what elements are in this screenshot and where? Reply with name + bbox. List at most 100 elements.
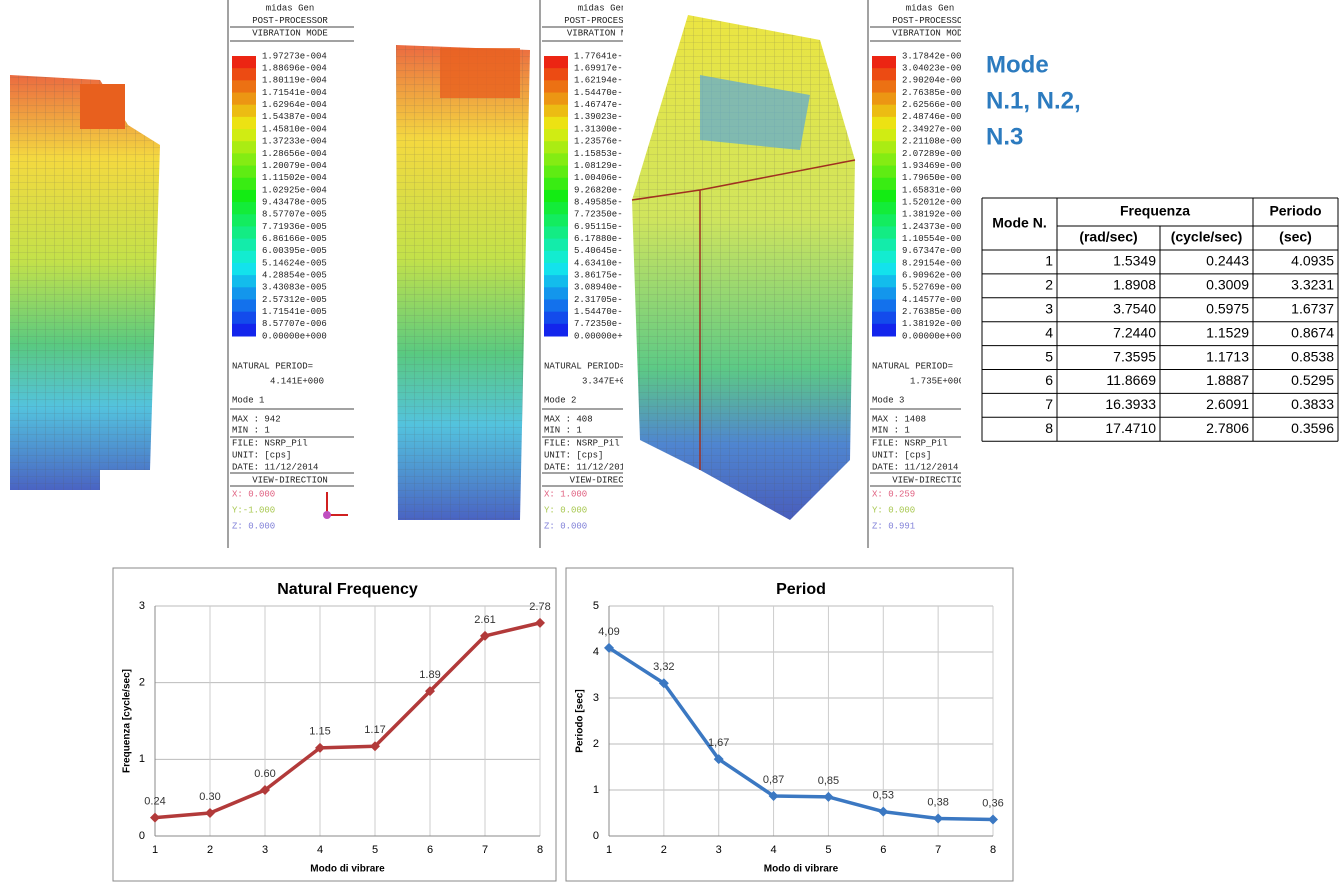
period-label: NATURAL PERIOD= <box>544 361 625 371</box>
color-band <box>544 56 568 69</box>
panel-header: POST-PROCESSOR <box>564 16 640 26</box>
period-label: NATURAL PERIOD= <box>232 361 313 371</box>
color-band <box>872 324 896 337</box>
color-band <box>872 312 896 325</box>
legend-value: 2.76385e-005 <box>902 307 967 317</box>
legend-value: 1.28656e-004 <box>262 149 327 159</box>
color-band <box>872 93 896 106</box>
view-title: VIEW-DIRECTION <box>892 475 968 485</box>
color-band <box>232 153 256 166</box>
view-value: Y: 0.000 <box>544 505 587 515</box>
x-tick-label: 1 <box>152 844 158 856</box>
legend-value: 1.38192e-004 <box>902 210 967 220</box>
color-band <box>232 178 256 191</box>
color-band <box>232 214 256 227</box>
chart-frame <box>566 568 1013 881</box>
legend-value: 3.08940e-0 <box>574 283 628 293</box>
legend-value: 1.54470e-0 <box>574 88 628 98</box>
data-label: 1.89 <box>419 669 440 681</box>
legend-value: 8.57707e-005 <box>262 210 327 220</box>
color-band <box>872 299 896 312</box>
x-axis-label: Modo di vibrare <box>310 864 385 875</box>
legend-value: 7.72350e-0 <box>574 210 628 220</box>
y-tick-label: 3 <box>139 600 145 612</box>
x-tick-label: 7 <box>482 844 488 856</box>
color-band <box>872 166 896 179</box>
color-band <box>232 68 256 81</box>
table-cell: 8 <box>1045 420 1053 436</box>
period-value: 3.347E+0 <box>582 376 625 386</box>
axis-icon <box>635 511 643 519</box>
table-cell: 5 <box>1045 348 1053 364</box>
table-cell: 3 <box>1045 300 1053 316</box>
panel-info: MIN : 1 <box>872 425 910 435</box>
color-band <box>872 251 896 264</box>
x-tick-label: 2 <box>661 844 667 856</box>
legend-value: 1.71541e-004 <box>262 88 327 98</box>
table-cell: 7.3595 <box>1113 348 1156 364</box>
table-cell: 7 <box>1045 396 1053 412</box>
color-band <box>544 263 568 276</box>
panel-info: UNIT: [cps] <box>232 450 291 460</box>
color-band <box>232 287 256 300</box>
panel-info: FILE: NSRP_Pil <box>232 438 308 448</box>
table-cell: 0.3833 <box>1291 396 1334 412</box>
table-cell: 3.7540 <box>1113 300 1156 316</box>
table-cell: 0.5295 <box>1291 372 1334 388</box>
color-band <box>232 105 256 118</box>
charts: 012312345678Natural FrequencyModo di vib… <box>113 568 1013 881</box>
legend-value: 2.90204e-004 <box>902 76 967 86</box>
color-band <box>232 251 256 264</box>
color-band <box>232 226 256 239</box>
legend-panel: midas GenPOST-PROCESSORVIBRATION MODE1.9… <box>230 3 354 531</box>
table-cell: 1.8908 <box>1113 277 1156 293</box>
legend-value: 4.28854e-005 <box>262 271 327 281</box>
color-band <box>232 239 256 252</box>
legend-value: 1.80119e-004 <box>262 76 327 86</box>
legend-value: 2.34927e-004 <box>902 124 967 134</box>
panel-info: Mode 3 <box>872 395 904 405</box>
table-cell: 0.2443 <box>1206 253 1249 269</box>
color-band <box>544 214 568 227</box>
legend-value: 8.29154e-005 <box>902 258 967 268</box>
panel-header: midas Gen <box>266 3 315 13</box>
legend-value: 6.86166e-005 <box>262 234 327 244</box>
legend-value: 6.17880e-0 <box>574 234 628 244</box>
heading-line: N.3 <box>986 123 1023 150</box>
y-tick-label: 2 <box>593 738 599 750</box>
color-band <box>872 129 896 142</box>
axis-icon <box>323 511 331 519</box>
color-band <box>872 178 896 191</box>
data-label: 1.15 <box>309 726 330 738</box>
x-tick-label: 8 <box>990 844 996 856</box>
table-cell: 11.8669 <box>1106 372 1156 388</box>
legend-value: 7.72350e-0 <box>574 319 628 329</box>
color-band <box>232 202 256 215</box>
legend-value: 1.77641e-0 <box>574 51 628 61</box>
legend-value: 9.43478e-005 <box>262 197 327 207</box>
color-band <box>544 190 568 203</box>
table-cell: 1 <box>1045 253 1053 269</box>
view-value: X: 0.000 <box>232 489 275 499</box>
panel-info: MAX : 1408 <box>872 414 926 424</box>
table-cell: 3.3231 <box>1291 277 1334 293</box>
model-mode-3 <box>632 15 855 520</box>
legend-value: 1.69917e-0 <box>574 64 628 74</box>
color-band <box>544 166 568 179</box>
legend-value: 8.49585e-0 <box>574 197 628 207</box>
color-band <box>232 324 256 337</box>
legend-value: 1.65831e-004 <box>902 185 967 195</box>
color-band <box>232 190 256 203</box>
legend-value: 1.79650e-004 <box>902 173 967 183</box>
color-band <box>544 105 568 118</box>
view-title: VIEW-DIRECTI <box>570 475 635 485</box>
color-band <box>544 202 568 215</box>
panel-info: FILE: NSRP_Pil <box>544 438 620 448</box>
legend-value: 1.24373e-004 <box>902 222 967 232</box>
table-cell: 4 <box>1045 324 1053 340</box>
legend-value: 0.00000e+0 <box>574 331 628 341</box>
panel-header: midas Gen <box>578 3 627 13</box>
color-band <box>872 153 896 166</box>
view-value: Z: 0.000 <box>232 521 275 531</box>
data-label: 3,32 <box>653 661 674 673</box>
